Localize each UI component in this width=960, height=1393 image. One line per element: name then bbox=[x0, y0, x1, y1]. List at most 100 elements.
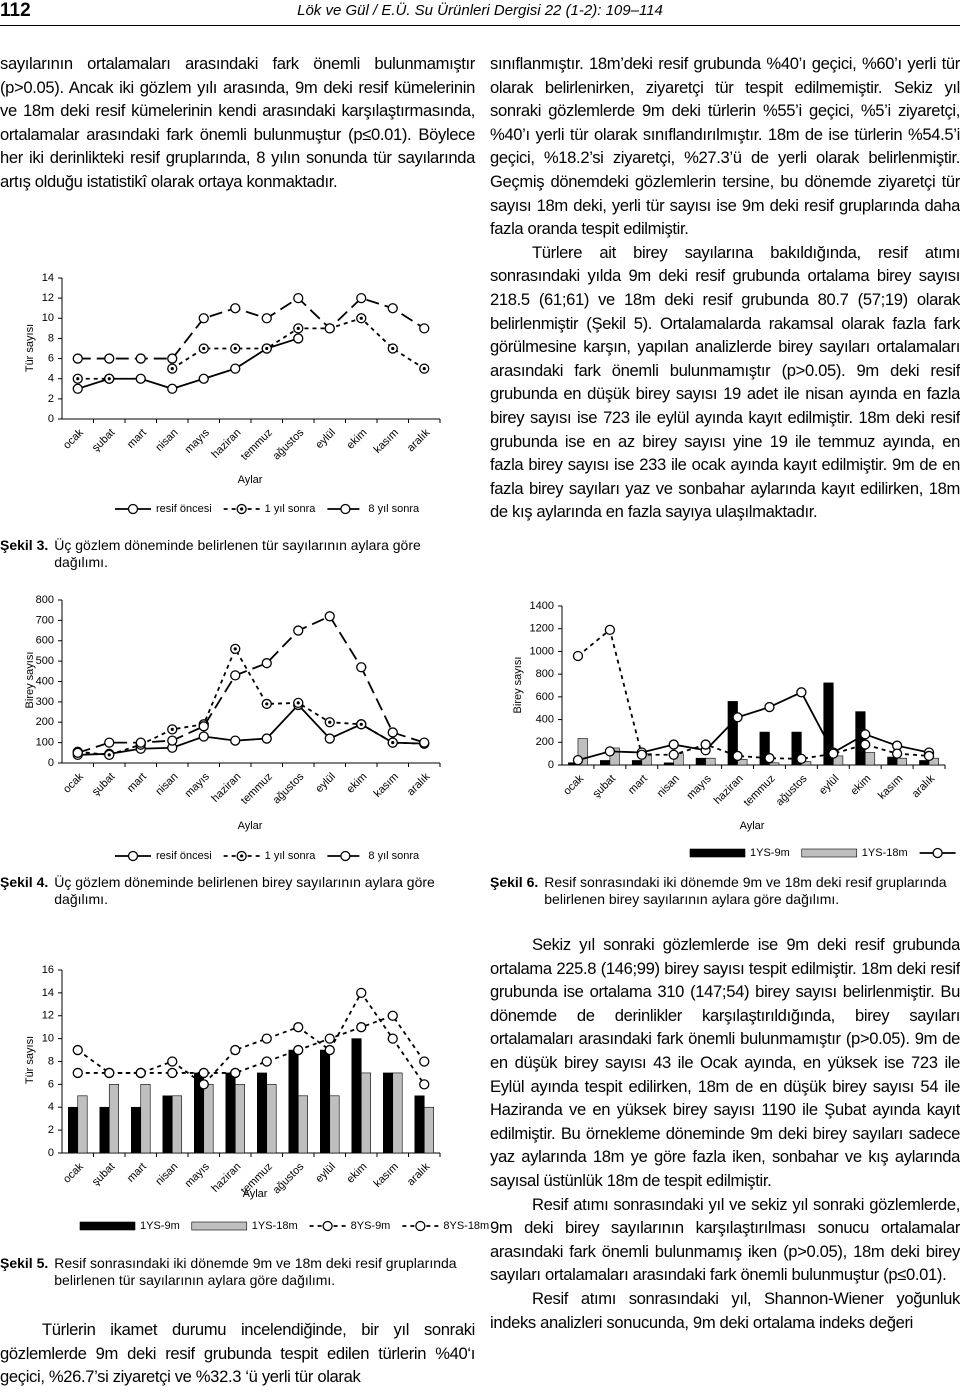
marker-ring bbox=[135, 353, 146, 364]
bar bbox=[360, 1072, 371, 1154]
caption-text: Üç gözlem döneminde belirlenen tür sayıl… bbox=[54, 537, 421, 570]
figure-caption: Şekil 4. Üç gözlem döneminde belirlenen b… bbox=[0, 874, 475, 908]
point-marker bbox=[604, 624, 616, 635]
y-axis-title: Tür sayısı bbox=[24, 324, 36, 372]
y-tick-label: 100 bbox=[36, 737, 54, 749]
series-line bbox=[577, 628, 930, 760]
marker-ring bbox=[340, 850, 351, 862]
marker-dot bbox=[240, 854, 244, 858]
bar bbox=[225, 1072, 236, 1154]
point-marker bbox=[72, 1044, 83, 1056]
bar bbox=[705, 757, 716, 766]
y-tick-label: 0 bbox=[48, 413, 54, 425]
caption-text: Resif sonrasındaki iki dönemde 9m ve 18m… bbox=[54, 1255, 457, 1288]
series-line bbox=[577, 691, 930, 761]
x-tick-label: haziran bbox=[209, 771, 243, 805]
x-tick-label: ocak bbox=[61, 426, 86, 451]
marker-ring bbox=[324, 1044, 335, 1056]
bar bbox=[77, 1095, 88, 1154]
bar bbox=[832, 755, 844, 766]
y-tick-label: 800 bbox=[536, 668, 554, 680]
point-marker bbox=[796, 753, 807, 765]
x-tick-label: temmuz bbox=[741, 773, 777, 809]
series-line bbox=[77, 646, 425, 756]
header-rule bbox=[0, 25, 960, 26]
point-marker bbox=[104, 353, 115, 364]
marker-ring bbox=[387, 1010, 398, 1021]
x-tick-label: mart bbox=[125, 427, 149, 451]
x-tick-label: kasım bbox=[372, 427, 401, 456]
x-tick-label: kasım bbox=[876, 773, 905, 802]
paragraph: Türlerin ikamet durumu incelendiğinde, b… bbox=[0, 1320, 475, 1387]
marker-ring bbox=[764, 753, 775, 764]
y-tick-label: 14 bbox=[42, 272, 54, 284]
marker-ring bbox=[923, 750, 935, 762]
point-marker bbox=[198, 731, 209, 742]
x-tick-label: ağustos bbox=[774, 772, 810, 808]
point-marker bbox=[167, 383, 178, 394]
marker-ring bbox=[860, 729, 871, 740]
x-tick-label: ekim bbox=[848, 773, 873, 798]
point-marker bbox=[572, 754, 584, 766]
x-tick-label: temmuz bbox=[239, 771, 275, 807]
point-marker bbox=[261, 1033, 272, 1044]
bar bbox=[382, 1072, 394, 1154]
marker-ring bbox=[198, 731, 209, 742]
x-tick-label: temmuz bbox=[239, 427, 275, 463]
point-marker bbox=[387, 343, 398, 354]
y-tick-label: 200 bbox=[536, 736, 554, 748]
marker-ring bbox=[387, 727, 398, 738]
series-line bbox=[77, 317, 425, 380]
marker-ring bbox=[127, 503, 139, 515]
point-marker bbox=[604, 746, 616, 757]
marker-dot bbox=[202, 346, 206, 351]
marker-ring bbox=[356, 662, 367, 673]
caption-label: Şekil 5. bbox=[0, 1255, 49, 1271]
text-block: sınıflanmıştır. 18m’deki resif grubunda … bbox=[490, 52, 960, 524]
point-marker bbox=[230, 643, 241, 655]
point-marker bbox=[167, 363, 178, 374]
x-tick-label: ağustos bbox=[271, 1160, 307, 1196]
point-marker bbox=[198, 1079, 209, 1090]
bar bbox=[256, 1072, 268, 1154]
point-marker bbox=[167, 735, 178, 746]
marker-ring bbox=[419, 323, 430, 334]
x-tick-label: mayıs bbox=[183, 1160, 213, 1190]
marker-ring bbox=[604, 746, 616, 757]
marker-dot bbox=[107, 753, 111, 757]
x-tick-label: haziran bbox=[209, 427, 243, 461]
y-tick-label: 2 bbox=[48, 393, 54, 405]
marker-ring bbox=[293, 625, 304, 636]
point-marker bbox=[356, 292, 367, 304]
caption-label: Şekil 3. bbox=[0, 537, 49, 553]
point-marker bbox=[387, 727, 398, 738]
legend-label: resif öncesi bbox=[156, 850, 212, 862]
point-marker bbox=[419, 323, 430, 334]
y-tick-label: 12 bbox=[42, 1010, 54, 1022]
figure-caption: Şekil 3. Üç gözlem döneminde belirlenen t… bbox=[0, 537, 475, 571]
marker-ring bbox=[732, 750, 743, 762]
marker-ring bbox=[700, 739, 711, 750]
marker-ring bbox=[261, 733, 272, 744]
point-marker bbox=[923, 750, 935, 762]
x-tick-label: aralık bbox=[405, 770, 433, 798]
point-marker bbox=[72, 353, 83, 364]
paragraph: Resif atımı sonrasındaki yıl, Shannon-Wi… bbox=[490, 1288, 960, 1332]
x-tick-label: ağustos bbox=[271, 426, 307, 462]
point-marker bbox=[636, 749, 647, 760]
legend-label: 1YS-9m bbox=[750, 847, 790, 859]
marker-ring bbox=[796, 687, 807, 698]
marker-dot bbox=[265, 702, 269, 706]
point-marker bbox=[387, 1033, 398, 1044]
legend-label: 8 yıl sonra bbox=[368, 503, 420, 515]
marker-ring bbox=[104, 1067, 115, 1079]
series-line bbox=[77, 615, 425, 754]
text-block: sayılarının ortalamaları arasındaki fark… bbox=[0, 52, 475, 194]
text-block: Sekiz yıl sonraki gözlemlerde ise 9m dek… bbox=[490, 933, 960, 1334]
point-marker bbox=[419, 1056, 430, 1067]
bar bbox=[791, 731, 802, 766]
point-marker bbox=[230, 1044, 241, 1056]
x-tick-label: şubat bbox=[90, 427, 118, 455]
bar bbox=[288, 1049, 299, 1154]
x-tick-label: şubat bbox=[90, 1161, 118, 1189]
